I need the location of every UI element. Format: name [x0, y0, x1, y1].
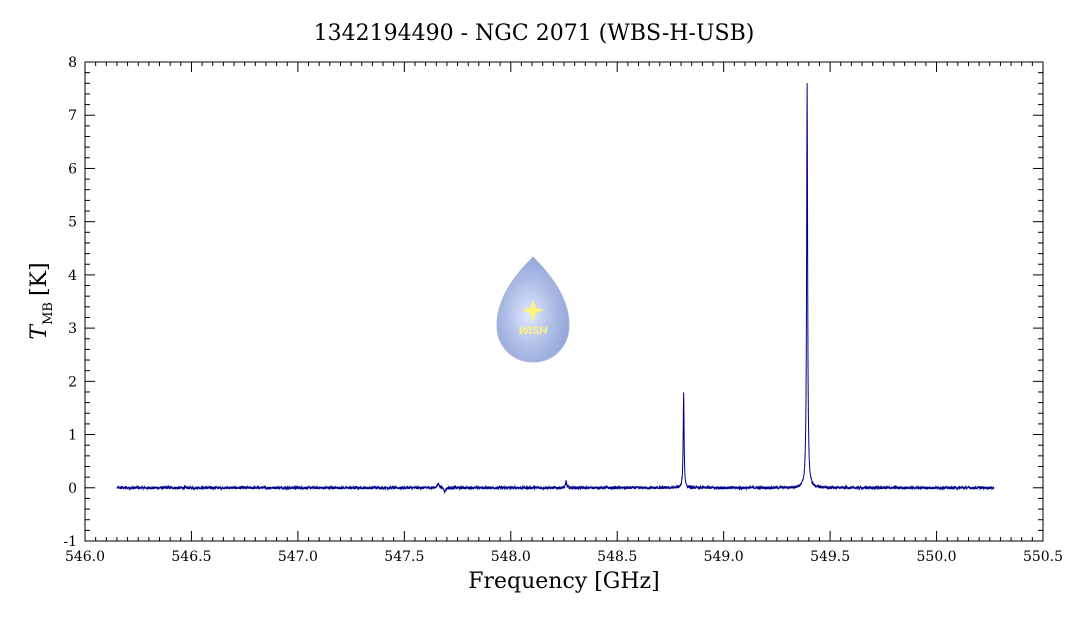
logo-text: WISH [519, 325, 549, 337]
x-tick-label: 550.0 [917, 549, 957, 565]
svg-text:TMB[K]: TMB [K] [27, 262, 56, 339]
chart-title: 1342194490 - NGC 2071 (WBS-H-USB) [314, 21, 755, 46]
x-axis-label: Frequency [GHz] [468, 569, 660, 594]
y-tick-label: 7 [68, 108, 77, 124]
y-tick-label: -1 [63, 534, 77, 550]
y-axis-label: TMB [K] [27, 262, 56, 339]
y-axis-label-unit: [K] [27, 262, 52, 296]
y-tick-label: 5 [68, 215, 77, 231]
x-tick-label: 547.5 [384, 549, 424, 565]
x-tick-label: 549.0 [704, 549, 744, 565]
y-axis-label-sub: MB [41, 302, 56, 325]
wish-logo: WISH [496, 256, 570, 363]
y-tick-label: 0 [68, 481, 77, 497]
y-tick-label: 6 [68, 161, 77, 177]
y-tick-label: 8 [68, 55, 77, 71]
y-tick-label: 4 [68, 268, 77, 284]
y-tick-label: 3 [68, 321, 77, 337]
x-tick-label: 549.5 [810, 549, 850, 565]
x-tick-label: 548.0 [491, 549, 531, 565]
y-tick-label: 1 [68, 428, 77, 444]
x-axis: 546.0 546.5 547.0 547.5 548.0 548.5 549.0 549.5… [65, 62, 1063, 565]
y-axis: -1 0 1 2 3 4 5 6 7 8 [63, 55, 1043, 550]
x-tick-label: 546.5 [171, 549, 211, 565]
x-tick-label: 548.5 [597, 549, 637, 565]
star-icon [521, 300, 545, 322]
x-tick-label: 547.0 [278, 549, 318, 565]
y-tick-label: 2 [68, 374, 77, 390]
x-tick-label: 546.0 [65, 549, 105, 565]
spectrum-series-line [116, 82, 995, 494]
y-axis-label-main: T [27, 323, 52, 340]
x-tick-label: 550.5 [1023, 549, 1063, 565]
